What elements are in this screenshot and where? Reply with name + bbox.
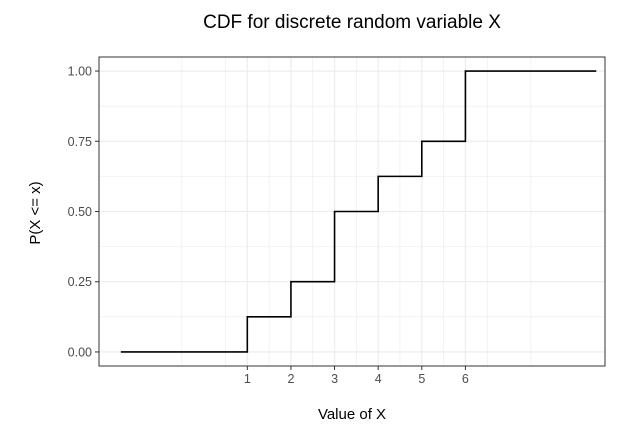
cdf-series — [120, 70, 597, 353]
x-tick-label: 4 — [375, 372, 382, 386]
y-axis-label: P(X <= x) — [27, 181, 44, 244]
x-tick-label: 1 — [244, 372, 251, 386]
x-axis-label: Value of X — [318, 406, 386, 423]
x-tick-label: 6 — [462, 372, 469, 386]
x-tick-label: 3 — [331, 372, 338, 386]
y-tick-label: 1.00 — [68, 65, 92, 79]
cdf-step-line — [120, 70, 597, 353]
y-tick-label: 0.25 — [68, 275, 92, 289]
x-tick-label: 2 — [287, 372, 294, 386]
y-tick-label: 0.50 — [68, 205, 92, 219]
x-tick-label: 5 — [418, 372, 425, 386]
y-tick-label: 0.00 — [68, 345, 92, 359]
axis-ticks: 1 2 3 4 5 6 0.00 0.25 0.50 0.75 1.00 — [68, 65, 469, 386]
y-tick-label: 0.75 — [68, 135, 92, 149]
chart-title: CDF for discrete random variable X — [203, 12, 501, 33]
